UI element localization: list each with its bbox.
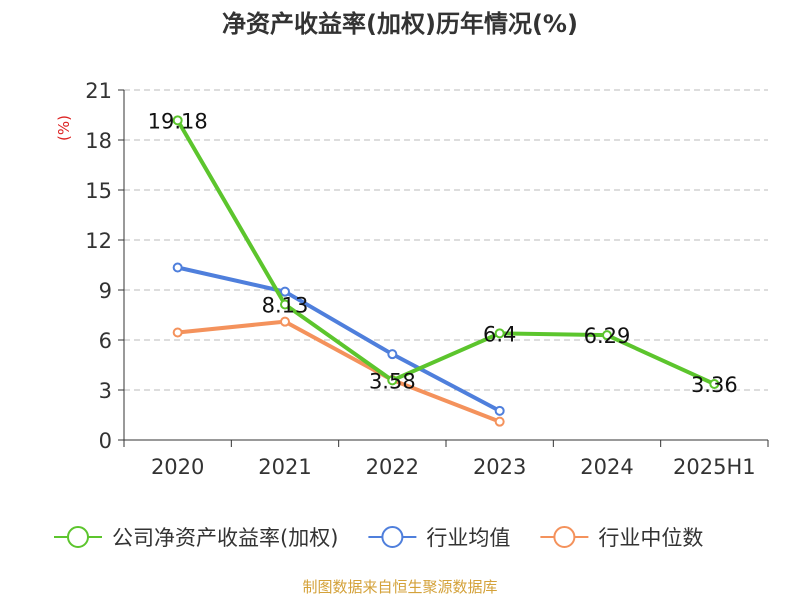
legend-marker [67,526,89,548]
series-line [175,265,502,413]
series-line [175,118,717,386]
y-tick-label: 6 [99,329,112,353]
data-point [280,316,290,327]
x-tick-label: 2021 [258,455,311,479]
data-point [280,299,290,310]
y-tick-label: 12 [85,229,112,253]
y-tick-label: 18 [85,129,112,153]
data-point [172,115,183,126]
series-group [172,115,720,427]
legend-label: 行业均值 [426,526,510,550]
data-point [387,375,398,386]
data-label: 8.13 [262,294,309,318]
axes: 0 3 6 9 12 15 18 21 2020 2021 2022 2023 2024 2025H1 [85,79,769,479]
y-tick-label: 9 [99,279,112,303]
x-tick-label: 2020 [151,455,204,479]
series-line [175,319,502,424]
data-point [172,262,183,273]
data-point [280,286,290,297]
x-tick-label: 2023 [473,455,526,479]
legend-marker [381,526,404,548]
data-label: 6.29 [584,324,631,348]
x-tick-label: 2025H1 [673,455,756,479]
data-point [494,416,505,427]
data-point [494,328,505,339]
data-point [387,349,398,360]
chart-title: 净资产收益率(加权)历年情况(%) [222,10,578,38]
y-tick-label: 21 [85,79,112,103]
data-label: 3.36 [691,373,738,397]
grid-lines [124,89,768,391]
data-point [709,379,720,389]
source-note: 制图数据来自恒生聚源数据库 [302,578,497,596]
y-tick-label: 0 [99,429,112,453]
data-label: 19.18 [148,109,208,133]
data-point [172,327,183,338]
y-tick-label: 15 [85,179,112,203]
data-label: 6.4 [483,322,516,346]
legend-marker [553,526,576,548]
data-point [494,405,505,416]
y-tick-label: 3 [99,379,112,403]
legend-label: 行业中位数 [598,526,703,550]
data-labels: 19.18 8.13 3.58 6.4 6.29 3.36 [148,109,738,397]
data-label: 3.58 [369,369,416,393]
legend: 公司净资产收益率(加权) 行业均值 行业中位数 [54,526,703,550]
y-axis-label: (%) [55,115,73,141]
x-tick-label: 2024 [580,455,633,479]
data-point [602,330,612,341]
legend-label: 公司净资产收益率(加权) [112,526,338,550]
x-tick-label: 2022 [366,455,419,479]
